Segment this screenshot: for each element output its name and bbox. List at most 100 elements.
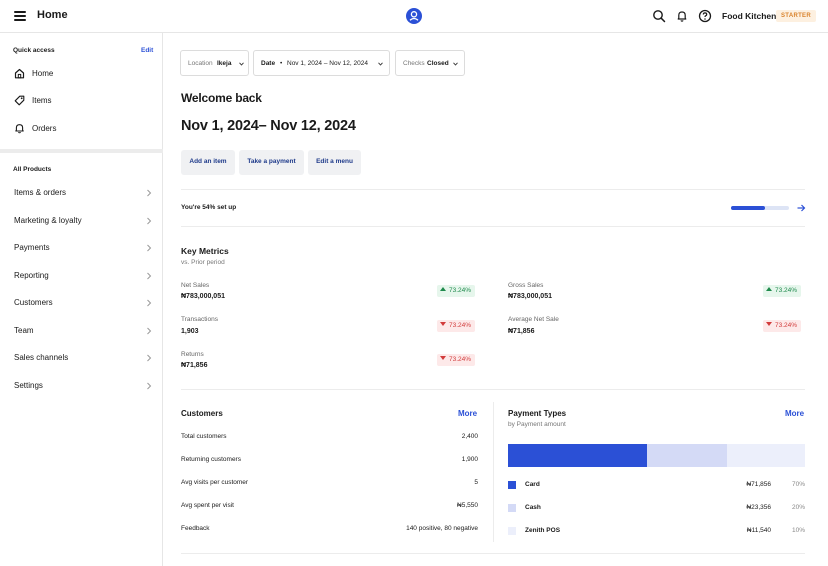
- chevron-down-icon: [453, 62, 458, 66]
- payment-bar-segment-zenith-pos: [726, 444, 805, 467]
- metric-delta-average-net-sale: 73.24%: [763, 320, 802, 332]
- payment-type-percent: 10%: [791, 527, 805, 534]
- customer-stat-label: Feedback: [181, 525, 210, 532]
- metric-delta-value: 73.24%: [775, 287, 798, 294]
- metric-delta-returns: 73.24%: [437, 354, 476, 366]
- key-metrics-subtitle: vs. Prior period: [181, 259, 225, 266]
- sidebar-item-label: Payments: [14, 243, 50, 252]
- customer-stat-label: Avg spent per visit: [181, 502, 234, 509]
- metric-label-average-net-sale: Average Net Sale: [508, 316, 559, 323]
- add-item-button[interactable]: Add an item: [181, 150, 235, 175]
- setup-progress-bar[interactable]: [731, 206, 789, 210]
- customer-stat-value: 140 positive, 80 negative: [406, 525, 478, 532]
- sidebar-item-items-orders[interactable]: Items & orders: [0, 180, 163, 206]
- home-icon: [14, 68, 25, 79]
- payment-type-amount: ₦71,856: [746, 481, 771, 488]
- vertical-divider: [493, 402, 494, 542]
- chevron-down-icon: [378, 62, 383, 66]
- chevron-right-icon: [147, 382, 152, 390]
- take-payment-button[interactable]: Take a payment: [239, 150, 304, 175]
- legend-swatch-zenith-pos: [508, 527, 516, 535]
- metric-value-transactions: 1,903: [181, 328, 199, 335]
- sidebar-item-settings[interactable]: Settings: [0, 373, 163, 399]
- metric-label-gross-sales: Gross Sales: [508, 282, 544, 289]
- help-icon[interactable]: [698, 9, 712, 23]
- plan-badge: STARTER: [776, 10, 816, 22]
- sidebar-item-payments[interactable]: Payments: [0, 235, 163, 261]
- search-icon[interactable]: [652, 9, 666, 23]
- legend-swatch-card: [508, 481, 516, 489]
- sidebar-item-home[interactable]: Home: [0, 61, 163, 87]
- brand-logo-icon[interactable]: [406, 8, 422, 24]
- triangle-up-icon: [766, 287, 772, 291]
- sidebar-item-marketing-loyalty[interactable]: Marketing & loyalty: [0, 208, 163, 234]
- sidebar-item-label: Sales channels: [14, 353, 69, 362]
- metric-label-net-sales: Net Sales: [181, 282, 210, 289]
- sidebar-item-reporting[interactable]: Reporting: [0, 263, 163, 289]
- metric-delta-net-sales: 73.24%: [437, 285, 476, 297]
- customers-more-link[interactable]: More: [458, 409, 478, 418]
- metric-value-average-net-sale: ₦71,856: [508, 328, 535, 335]
- divider: [181, 226, 805, 227]
- payment-types-card-title: Payment Types: [508, 409, 567, 418]
- payment-types-stacked-bar: [508, 444, 805, 467]
- payment-types-more-link[interactable]: More: [785, 409, 805, 418]
- edit-menu-button[interactable]: Edit a menu: [308, 150, 361, 175]
- menu-icon[interactable]: [14, 11, 26, 21]
- sidebar-item-orders[interactable]: Orders: [0, 116, 163, 142]
- sidebar-item-label: Settings: [14, 381, 43, 390]
- sidebar-divider: [0, 149, 163, 153]
- metric-label-returns: Returns: [181, 351, 204, 358]
- setup-progress-fill: [731, 206, 766, 210]
- chevron-right-icon: [147, 244, 152, 252]
- triangle-down-icon: [766, 322, 772, 326]
- date-filter[interactable]: Date • Nov 1, 2024 – Nov 12, 2024: [253, 50, 390, 76]
- metric-delta-value: 73.24%: [449, 356, 472, 363]
- all-products-title: All Products: [13, 166, 52, 173]
- metric-label-transactions: Transactions: [181, 316, 218, 323]
- sidebar-item-label: Marketing & loyalty: [14, 216, 82, 225]
- quick-access-title: Quick access: [13, 47, 55, 54]
- checks-filter[interactable]: Checks Closed: [395, 50, 465, 76]
- sidebar-item-customers[interactable]: Customers: [0, 290, 163, 316]
- metric-value-net-sales: ₦783,000,051: [181, 293, 225, 300]
- arrow-right-icon[interactable]: [796, 203, 806, 213]
- edit-quick-access-button[interactable]: Edit: [141, 47, 154, 54]
- notification-bell-icon[interactable]: [675, 9, 689, 23]
- checks-filter-value: Closed: [427, 60, 449, 67]
- date-filter-separator: •: [280, 60, 283, 67]
- chevron-down-icon: [239, 62, 244, 66]
- payment-type-amount: ₦23,356: [746, 504, 771, 511]
- triangle-down-icon: [440, 322, 446, 326]
- payment-type-percent: 20%: [791, 504, 805, 511]
- top-bar: Home Food Kitchen STARTER: [0, 0, 828, 33]
- sidebar-item-sales-channels[interactable]: Sales channels: [0, 345, 163, 371]
- metric-delta-value: 73.24%: [775, 322, 798, 329]
- location-filter[interactable]: Location Ikeja: [180, 50, 249, 76]
- date-range-heading: Nov 1, 2024– Nov 12, 2024: [181, 118, 356, 134]
- date-filter-value: Nov 1, 2024 – Nov 12, 2024: [287, 60, 368, 67]
- payment-bar-segment-card: [508, 444, 647, 467]
- sidebar-item-team[interactable]: Team: [0, 318, 163, 344]
- take-payment-button-label: Take a payment: [247, 158, 296, 165]
- date-filter-key: Date: [261, 60, 276, 67]
- metric-value-returns: ₦71,856: [181, 362, 208, 369]
- metric-delta-value: 73.24%: [449, 287, 472, 294]
- payment-type-percent: 70%: [791, 481, 805, 488]
- chevron-right-icon: [147, 217, 152, 225]
- metric-delta-transactions: 73.24%: [437, 320, 476, 332]
- sidebar-item-items[interactable]: Items: [0, 88, 163, 114]
- sidebar-item-label: Reporting: [14, 271, 49, 280]
- key-metrics-title: Key Metrics: [181, 246, 229, 256]
- tag-icon: [14, 95, 25, 106]
- customer-stat-label: Total customers: [181, 433, 227, 440]
- customer-stat-value: 2,400: [461, 433, 478, 440]
- payment-type-name: Zenith POS: [525, 527, 561, 534]
- customer-stat-value: ₦5,550: [457, 502, 478, 509]
- setup-progress-text: You're 54% set up: [181, 204, 237, 211]
- sidebar: Quick access Edit Home Items Orders All …: [0, 33, 163, 566]
- metric-value-gross-sales: ₦783,000,051: [508, 293, 552, 300]
- customer-stat-value: 1,900: [461, 456, 478, 463]
- business-name[interactable]: Food Kitchen: [722, 11, 777, 21]
- checks-filter-key: Checks: [403, 60, 425, 67]
